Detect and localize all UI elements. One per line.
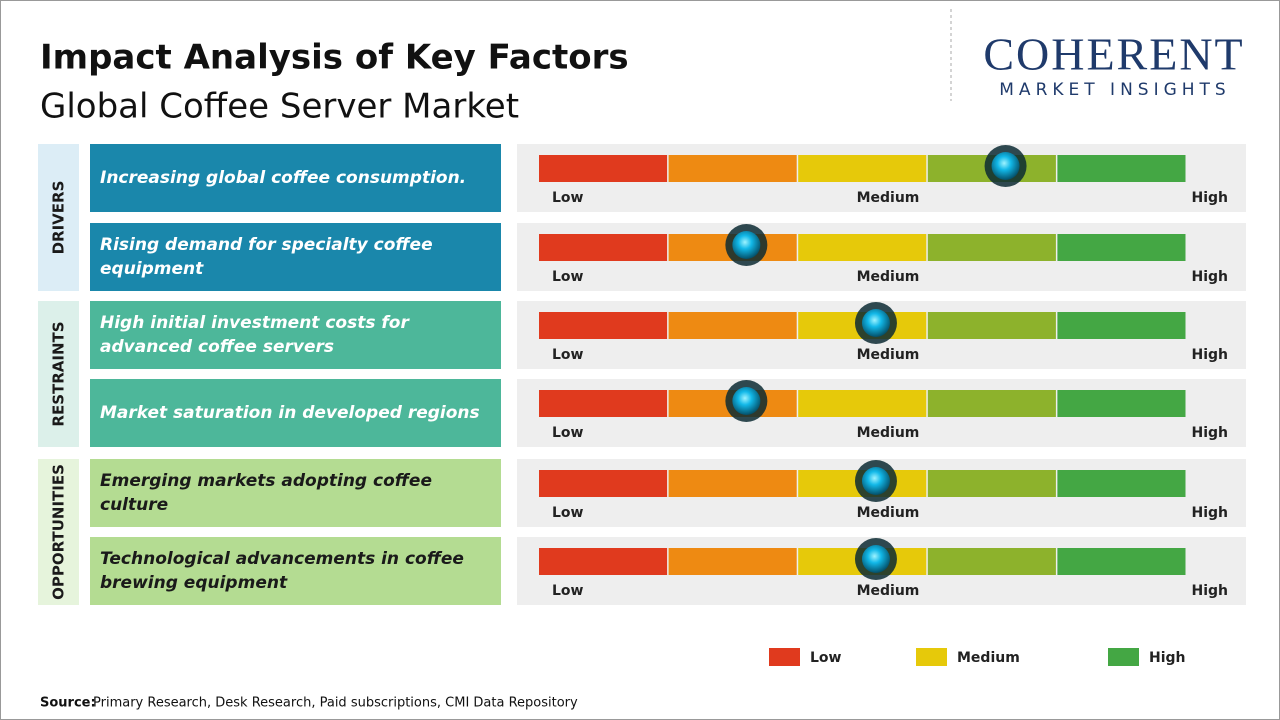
scale-label: High	[1191, 269, 1228, 285]
factor-text: Emerging markets adopting coffee culture	[100, 471, 432, 515]
legend-swatch	[1108, 648, 1139, 666]
knob	[732, 387, 761, 415]
gauge-segment	[539, 234, 668, 261]
source-text: Primary Research, Desk Research, Paid su…	[93, 696, 578, 711]
scale-label: Low	[552, 583, 584, 599]
factor-text: Rising demand for specialty coffee equip…	[100, 235, 433, 279]
group-label: RESTRAINTS	[50, 321, 68, 426]
knob	[861, 467, 890, 495]
knob	[861, 545, 890, 573]
gauge-segment	[927, 470, 1056, 497]
scale-label: High	[1191, 583, 1228, 599]
gauge-segment	[798, 155, 927, 182]
source-label: Source:	[40, 696, 96, 711]
factor-text: Technological advancements in coffee bre…	[100, 549, 464, 593]
gauge-segment	[927, 390, 1056, 417]
logo-name: COHERENT	[983, 29, 1244, 80]
scale-label: Low	[552, 190, 584, 206]
group-panel	[38, 144, 79, 291]
gauge-segment	[927, 234, 1056, 261]
gauge-segment	[668, 155, 797, 182]
factor-box: Rising demand for specialty coffee equip…	[90, 223, 501, 291]
gauge-segment	[668, 470, 797, 497]
scale-label: Medium	[857, 269, 920, 285]
scale-label: High	[1191, 505, 1228, 521]
legend-label: Low	[810, 650, 842, 666]
group-label: OPPORTUNITIES	[50, 464, 68, 600]
gauge-segment	[1057, 312, 1186, 339]
group-panel	[38, 459, 79, 605]
scale-label: High	[1191, 347, 1228, 363]
group-label: DRIVERS	[50, 181, 68, 255]
gauge-segment	[539, 548, 668, 575]
scale-label: Medium	[857, 425, 920, 441]
logo-tagline: MARKET INSIGHTS	[999, 80, 1230, 100]
gauge-segment	[1057, 155, 1186, 182]
scale-label: Low	[552, 425, 584, 441]
gauge-segment	[798, 390, 927, 417]
factor-box: Increasing global coffee consumption.	[90, 144, 501, 212]
gauge-segment	[1057, 390, 1186, 417]
factor-box: Technological advancements in coffee bre…	[90, 537, 501, 605]
legend-label: High	[1149, 650, 1186, 666]
legend-label: Medium	[957, 650, 1020, 666]
gauge-segment	[539, 312, 668, 339]
scale-label: Low	[552, 505, 584, 521]
group-panel	[38, 301, 79, 447]
factor-box: Market saturation in developed regions	[90, 379, 501, 447]
gauge-segment	[668, 312, 797, 339]
gauge-segment	[539, 390, 668, 417]
gauge-segment	[1057, 548, 1186, 575]
scale-label: High	[1191, 190, 1228, 206]
scale-label: Medium	[857, 505, 920, 521]
scale-label: High	[1191, 425, 1228, 441]
knob	[861, 309, 890, 337]
scale-label: Low	[552, 347, 584, 363]
legend-swatch	[769, 648, 800, 666]
gauge-segment	[1057, 234, 1186, 261]
gauge-segment	[539, 155, 668, 182]
scale-label: Medium	[857, 190, 920, 206]
gauge-segment	[1057, 470, 1186, 497]
factor-text: High initial investment costs for advanc…	[100, 313, 409, 357]
scale-label: Medium	[857, 583, 920, 599]
factor-text: Increasing global coffee consumption.	[100, 168, 467, 188]
knob	[732, 231, 761, 259]
subtitle: Global Coffee Server Market	[40, 87, 519, 127]
factor-box: High initial investment costs for advanc…	[90, 301, 501, 369]
factor-text: Market saturation in developed regions	[100, 403, 480, 423]
factor-box: Emerging markets adopting coffee culture	[90, 459, 501, 527]
legend-swatch	[916, 648, 947, 666]
scale-label: Low	[552, 269, 584, 285]
title: Impact Analysis of Key Factors	[40, 38, 629, 78]
gauge-segment	[927, 548, 1056, 575]
gauge-segment	[539, 470, 668, 497]
scale-label: Medium	[857, 347, 920, 363]
gauge-segment	[668, 548, 797, 575]
gauge-segment	[798, 234, 927, 261]
gauge-segment	[927, 312, 1056, 339]
knob	[991, 152, 1020, 180]
